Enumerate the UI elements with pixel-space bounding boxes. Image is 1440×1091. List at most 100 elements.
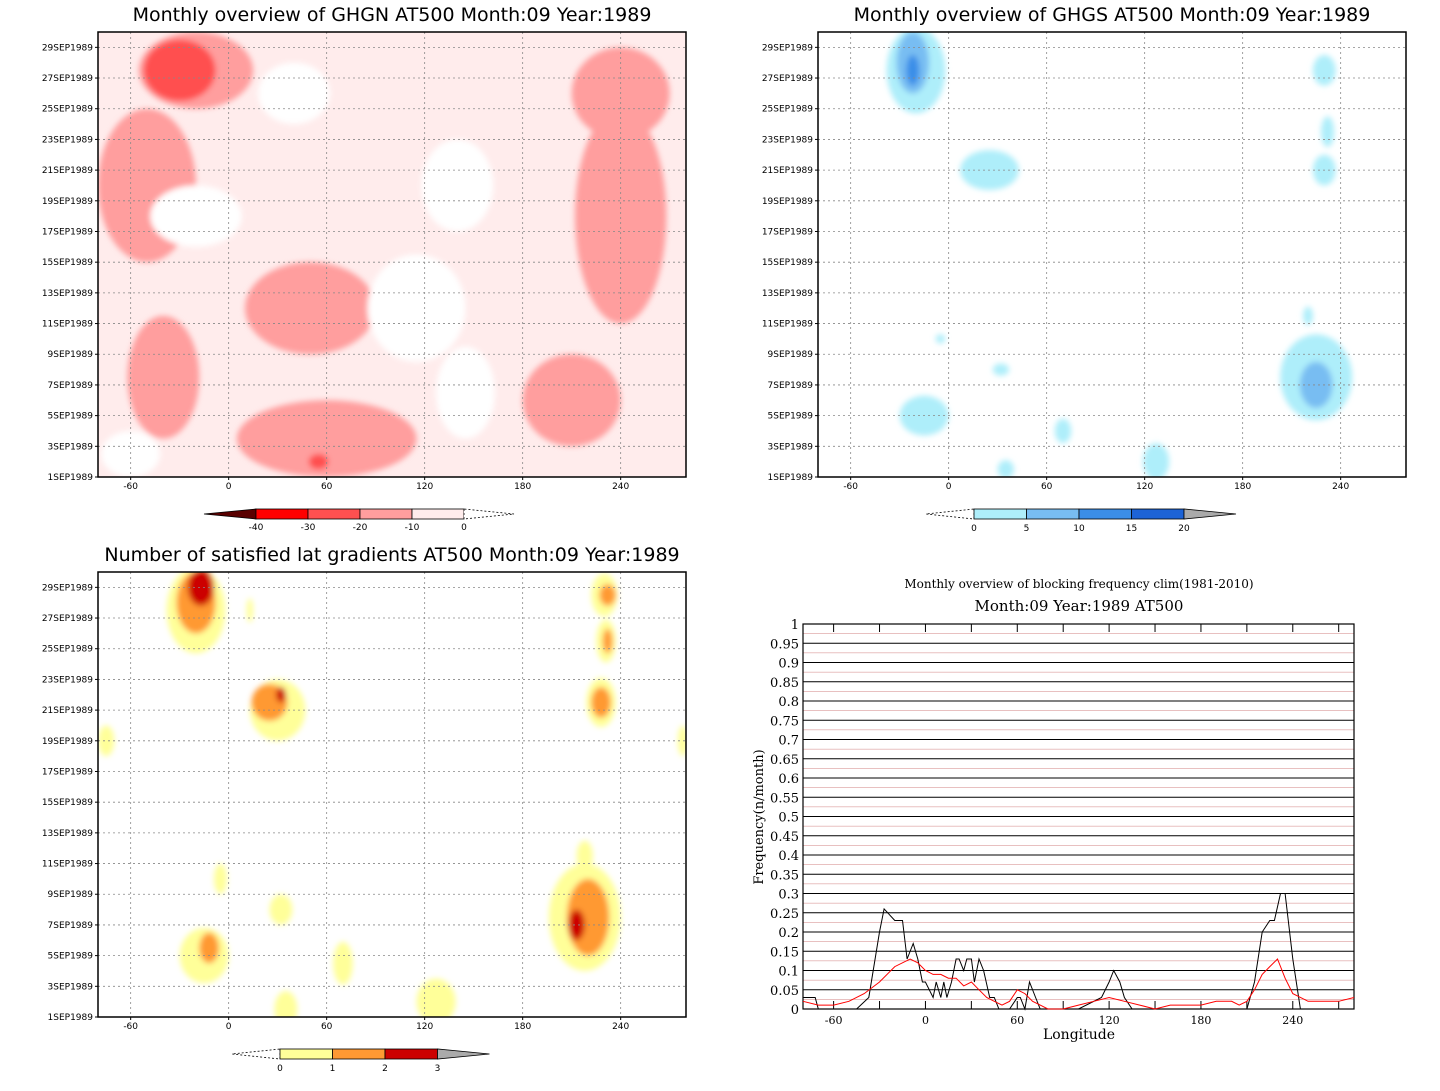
blockfreq-ytick-label-12: 0.6 xyxy=(778,772,799,787)
latgrad-contour-18 xyxy=(576,840,593,872)
blockfreq-ytick-label-4: 0.2 xyxy=(778,926,799,941)
ghgn-title: Monthly overview of GHGN AT500 Month:09 … xyxy=(133,4,652,26)
ghgs-xtick-label-1: 0 xyxy=(946,482,952,492)
blockfreq-ytick-label-1: 0.05 xyxy=(770,984,799,999)
blockfreq-ytick-label-20: 1 xyxy=(791,618,799,633)
ghgn-cbar-label-3: -10 xyxy=(405,523,420,533)
ghgs-cbar-label-1: 5 xyxy=(1024,524,1030,534)
ghgs-axes: -60 0 60 120 180 240 1SEP1989 3SEP1989 5SEP1989 7… xyxy=(762,31,1407,492)
latgrad-ytick-label-3: 7SEP1989 xyxy=(48,921,94,931)
ghgs-contour-14 xyxy=(997,460,1014,477)
latgrad-panel: Number of satisfied lat gradients AT500 … xyxy=(42,544,687,1074)
ghgs-panel: Monthly overview of GHGS AT500 Month:09 … xyxy=(762,4,1407,534)
latgrad-cbar-label-0: 0 xyxy=(277,1064,283,1074)
latgrad-contour-22 xyxy=(199,932,219,964)
ghgn-ytick-label-10: 21SEP1989 xyxy=(42,166,93,176)
latgrad-ytick-label-13: 27SEP1989 xyxy=(42,614,93,624)
ghgn-ytick-label-0: 1SEP1989 xyxy=(48,473,94,483)
blockfreq-ytick-label-14: 0.7 xyxy=(778,734,799,749)
latgrad-xtick-label-1: 0 xyxy=(226,1022,232,1032)
blockfreq-ytick-label-0: 0 xyxy=(791,1003,799,1018)
ghgn-ytick-label-9: 19SEP1989 xyxy=(42,197,93,207)
blockfreq-plot-area: 0 0.05 0.1 0.15 0.2 0.25 0.3 0.35 0.4 0.45 0.5 0.55… xyxy=(770,618,1355,1027)
blockfreq-ytick-label-7: 0.35 xyxy=(770,868,799,883)
latgrad-cbar-swatch-0 xyxy=(279,1048,333,1060)
latgrad-ytick-label-12: 25SEP1989 xyxy=(42,645,93,655)
ghgs-title: Monthly overview of GHGS AT500 Month:09 … xyxy=(854,4,1371,26)
ghgs-xtick-label-0: -60 xyxy=(843,482,858,492)
ghgs-ytick-label-1: 3SEP1989 xyxy=(768,442,814,452)
latgrad-title: Number of satisfied lat gradients AT500 … xyxy=(104,544,679,566)
blockfreq-ytick-label-15: 0.75 xyxy=(770,714,799,729)
ghgn-xtick-label-5: 240 xyxy=(612,482,629,492)
latgrad-contour-10 xyxy=(602,628,613,654)
ghgs-cbar-label-4: 20 xyxy=(1178,524,1190,534)
ghgs-contour-13 xyxy=(1054,418,1072,444)
ghgs-contour-4 xyxy=(1312,55,1336,86)
ghgn-xtick-label-0: -60 xyxy=(123,482,138,492)
latgrad-ytick-label-6: 13SEP1989 xyxy=(42,829,93,839)
ghgn-cbar-swatch-1 xyxy=(307,508,361,520)
blockfreq-subtitle: Month:09 Year:1989 AT500 xyxy=(975,597,1184,615)
blockfreq-ytick-label-5: 0.25 xyxy=(770,907,799,922)
ghgn-cbar-low-arrow xyxy=(203,508,257,520)
blockfreq-title: Monthly overview of blocking frequency c… xyxy=(904,577,1253,591)
ghgs-cbar-swatch-2 xyxy=(1078,508,1132,520)
ghgs-ytick-label-5: 11SEP1989 xyxy=(762,320,813,330)
ghgs-cbar-label-3: 15 xyxy=(1126,524,1137,534)
ghgn-cbar-label-4: 0 xyxy=(461,523,467,533)
ghgs-ytick-label-2: 5SEP1989 xyxy=(768,412,814,422)
ghgs-xtick-label-3: 120 xyxy=(1136,482,1153,492)
blockfreq-xtick-label-2: 60 xyxy=(1010,1014,1024,1027)
blockfreq-series-line-0 xyxy=(803,893,1354,1011)
ghgn-ytick-label-11: 23SEP1989 xyxy=(42,135,93,145)
ghgn-contour-13 xyxy=(258,62,330,125)
blockfreq-xtick-label-1: 0 xyxy=(922,1014,929,1027)
latgrad-cbar-high-arrow xyxy=(437,1048,490,1060)
ghgs-xtick-label-4: 180 xyxy=(1234,482,1251,492)
ghgs-field xyxy=(818,32,1406,477)
ghgs-ytick-label-13: 27SEP1989 xyxy=(762,74,813,84)
latgrad-field xyxy=(98,572,686,1017)
ghgn-cbar-swatch-2 xyxy=(359,508,413,520)
ghgs-cbar-label-0: 0 xyxy=(971,524,977,534)
ghgn-xtick-label-1: 0 xyxy=(226,482,232,492)
ghgs-cbar-swatch-0 xyxy=(973,508,1027,520)
ghgn-ytick-label-6: 13SEP1989 xyxy=(42,289,93,299)
ghgs-contour-5 xyxy=(1321,116,1335,148)
ghgs-plot-area xyxy=(818,32,1406,477)
ghgs-xtick-label-5: 240 xyxy=(1332,482,1349,492)
latgrad-cbar-swatch-2 xyxy=(384,1048,438,1060)
blockfreq-xtick-label-0: -60 xyxy=(825,1014,843,1027)
blockfreq-ytick-label-13: 0.65 xyxy=(770,753,799,768)
ghgn-frame xyxy=(97,31,687,478)
blockfreq-ytick-label-2: 0.1 xyxy=(778,965,799,980)
ghgs-ytick-label-12: 25SEP1989 xyxy=(762,105,813,115)
ghgs-ytick-label-14: 29SEP1989 xyxy=(762,43,813,53)
latgrad-contour-23 xyxy=(333,941,353,985)
ghgn-field xyxy=(98,32,686,477)
ghgs-frame xyxy=(817,31,1407,478)
ghgn-cbar-swatch-0 xyxy=(255,508,309,520)
ghgs-ytick-label-4: 9SEP1989 xyxy=(768,350,814,360)
blockfreq-ytick-label-10: 0.5 xyxy=(778,811,799,826)
latgrad-ytick-label-9: 19SEP1989 xyxy=(42,737,93,747)
latgrad-ytick-label-10: 21SEP1989 xyxy=(42,706,93,716)
ghgn-xtick-label-3: 120 xyxy=(416,482,433,492)
latgrad-ytick-label-7: 15SEP1989 xyxy=(42,798,93,808)
latgrad-xtick-label-5: 240 xyxy=(612,1022,629,1032)
blockfreq-ytick-label-6: 0.3 xyxy=(778,888,799,903)
blockfreq-ylabel: Frequency(n/month) xyxy=(752,749,767,884)
ghgs-ytick-label-6: 13SEP1989 xyxy=(762,289,813,299)
blockfreq-ytick-label-16: 0.8 xyxy=(778,695,799,710)
latgrad-ytick-label-2: 5SEP1989 xyxy=(48,952,94,962)
latgrad-contour-3 xyxy=(246,598,254,623)
latgrad-ytick-label-4: 9SEP1989 xyxy=(48,890,94,900)
ghgs-cbar-high-arrow xyxy=(1183,508,1237,520)
ghgs-cbar-label-2: 10 xyxy=(1073,524,1085,534)
ghgn-xtick-label-4: 180 xyxy=(514,482,531,492)
ghgs-ytick-label-11: 23SEP1989 xyxy=(762,135,813,145)
ghgn-ytick-label-13: 27SEP1989 xyxy=(42,74,93,84)
ghgn-cbar-label-2: -20 xyxy=(353,523,368,533)
ghgs-contour-2 xyxy=(906,55,920,86)
